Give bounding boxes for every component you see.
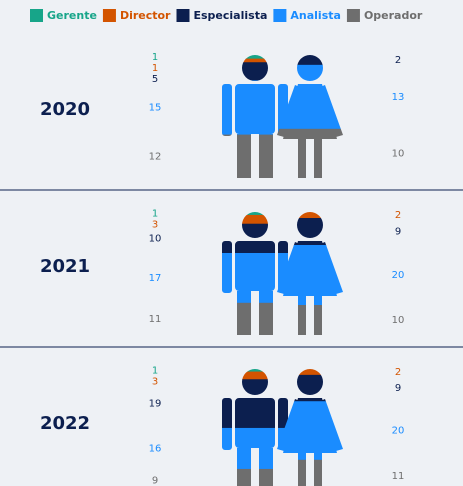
value-label: 13 (392, 92, 405, 103)
value-label: 9 (395, 227, 401, 238)
segment (222, 214, 288, 225)
value-label: 1 (152, 365, 158, 376)
year-label: 2020 (40, 99, 90, 120)
value-label: 17 (149, 273, 162, 284)
value-label: 1 (152, 208, 158, 219)
segment (222, 62, 288, 81)
legend-label: Director (120, 9, 171, 22)
segment (277, 55, 343, 66)
segment (277, 305, 343, 335)
segment (222, 369, 288, 373)
legend-swatch (30, 9, 43, 22)
figure (222, 369, 288, 486)
value-label: 19 (149, 399, 162, 410)
legend-swatch (176, 9, 190, 22)
segment (222, 371, 288, 380)
legend-label: Gerente (47, 9, 97, 22)
value-label: 10 (392, 315, 405, 326)
value-label: 1 (152, 63, 158, 74)
legend-swatch (102, 9, 116, 22)
value-label: 20 (392, 426, 405, 437)
value-label: 3 (152, 219, 158, 230)
figure (222, 55, 288, 178)
value-label: 11 (392, 471, 405, 482)
value-label: 5 (152, 74, 158, 85)
legend-swatch (346, 9, 360, 22)
segment (222, 58, 288, 63)
segment (277, 128, 343, 178)
legend-label: Operador (364, 9, 423, 22)
segment (222, 212, 288, 216)
value-label: 12 (149, 151, 162, 162)
year-label: 2021 (40, 256, 90, 277)
value-label: 9 (152, 475, 158, 486)
segment (277, 369, 343, 376)
legend-label: Analista (290, 9, 341, 22)
segment (222, 55, 288, 60)
value-label: 2 (395, 367, 401, 378)
value-label: 2 (395, 55, 401, 66)
segment (222, 379, 288, 429)
value-label: 2 (395, 210, 401, 221)
year-label: 2022 (40, 413, 90, 434)
value-label: 11 (149, 314, 162, 325)
segment (277, 459, 343, 486)
figure (222, 212, 288, 335)
segment (222, 134, 288, 178)
value-label: 16 (149, 443, 162, 454)
value-label: 20 (392, 270, 405, 281)
value-label: 10 (392, 148, 405, 159)
legend-swatch (273, 9, 287, 22)
value-label: 10 (149, 233, 162, 244)
legend-label: Especialista (194, 9, 268, 22)
segment (222, 302, 288, 335)
segment (277, 212, 343, 219)
segment (222, 223, 288, 254)
value-label: 3 (152, 376, 158, 387)
segment (222, 468, 288, 486)
segment (277, 374, 343, 402)
value-label: 15 (149, 102, 162, 113)
value-label: 1 (152, 52, 158, 63)
value-label: 9 (395, 383, 401, 394)
